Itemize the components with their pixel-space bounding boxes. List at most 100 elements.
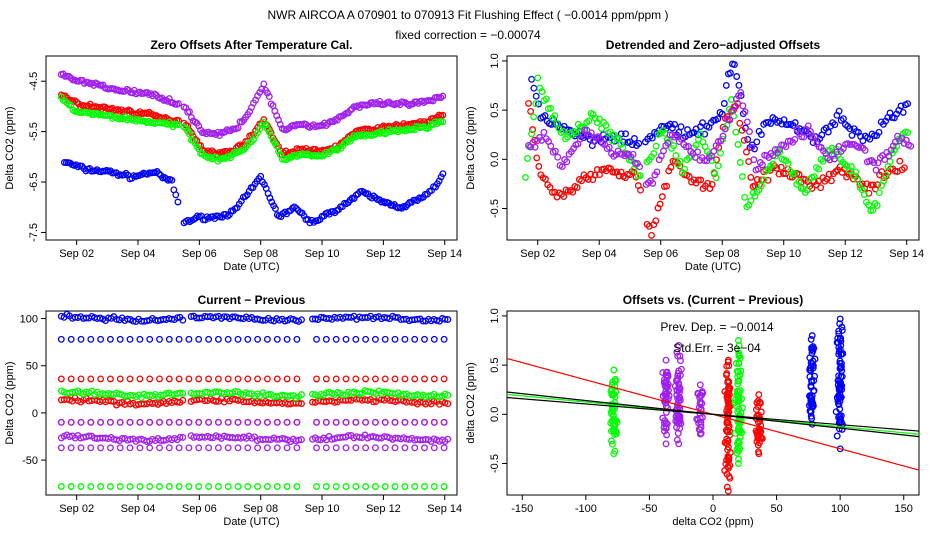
x-tick-label: Sep 12	[366, 248, 401, 260]
red-point	[136, 375, 144, 383]
purple-point	[265, 93, 273, 101]
blue-point	[714, 115, 722, 123]
blue-point	[352, 335, 360, 343]
cluster-point	[674, 352, 682, 360]
purple-point	[146, 418, 154, 426]
red-point	[667, 163, 675, 171]
red-point	[234, 375, 242, 383]
blue-point	[168, 176, 176, 184]
green-point	[244, 483, 252, 490]
green-point	[882, 171, 890, 179]
purple-point	[156, 444, 163, 452]
purple-point	[437, 94, 445, 102]
purple-point	[165, 418, 173, 426]
cluster-point	[810, 387, 818, 395]
cluster-point	[806, 373, 814, 381]
red-point	[535, 162, 543, 170]
blue-point	[233, 204, 241, 212]
purple-point	[77, 444, 85, 452]
blue-point	[87, 335, 95, 343]
blue-point	[648, 134, 656, 142]
purple-point	[730, 103, 738, 111]
green-point	[234, 483, 242, 490]
blue-point	[733, 73, 741, 80]
purple-point	[214, 418, 222, 426]
purple-point	[440, 444, 448, 452]
green-point	[784, 160, 792, 168]
blue-point	[541, 112, 549, 120]
red-point	[529, 126, 537, 134]
cluster-point	[735, 455, 742, 463]
purple-point	[77, 418, 85, 426]
purple-point	[605, 143, 613, 151]
blue-point	[268, 198, 276, 206]
purple-point	[581, 126, 589, 134]
purple-point	[234, 124, 242, 132]
green-point	[256, 125, 264, 133]
purple-point	[554, 153, 562, 161]
red-point	[865, 189, 873, 197]
blue-point	[675, 128, 683, 136]
green-point	[676, 157, 684, 165]
red-point	[273, 375, 281, 383]
cluster-point	[734, 337, 742, 344]
purple-point	[214, 444, 222, 452]
green-point	[741, 193, 749, 201]
red-point	[439, 111, 447, 119]
purple-point	[870, 159, 878, 166]
red-point	[156, 375, 163, 383]
blue-point	[179, 316, 187, 324]
purple-point	[143, 438, 151, 445]
green-point	[714, 162, 722, 170]
panel-title: Zero Offsets After Temperature Cal.	[150, 38, 352, 52]
purple-point	[701, 157, 708, 165]
cluster-point	[834, 377, 842, 385]
annotation: Std.Err. = 3e−04	[673, 341, 761, 355]
blue-point	[757, 131, 765, 139]
purple-point	[430, 418, 438, 426]
purple-point	[746, 128, 753, 136]
red-point	[652, 217, 660, 225]
red-point	[152, 112, 160, 120]
y-tick-label: 0.0	[489, 152, 501, 167]
cluster-point	[734, 373, 742, 381]
blue-point	[699, 119, 706, 127]
purple-point	[175, 418, 183, 426]
y-tick-label: -50	[22, 455, 38, 467]
cluster-point	[724, 377, 732, 385]
blue-point	[731, 61, 738, 69]
blue-point	[143, 317, 151, 325]
blue-point	[283, 335, 291, 343]
red-point	[740, 136, 748, 144]
purple-point	[362, 418, 370, 426]
x-tick-label: Sep 14	[889, 248, 924, 260]
purple-point	[587, 129, 595, 137]
x-tick-label: Sep 02	[59, 248, 94, 260]
purple-point	[332, 444, 340, 452]
purple-point	[136, 444, 144, 452]
figure-title: NWR AIRCOA A 070901 to 070913 Fit Flushi…	[268, 8, 669, 22]
blue-point	[630, 135, 638, 142]
blue-point	[292, 204, 300, 212]
blue-point	[266, 194, 274, 202]
red-point	[179, 396, 187, 404]
cluster-point	[610, 450, 618, 458]
panel-title: Current − Previous	[198, 293, 306, 307]
green-point	[430, 483, 438, 490]
blue-point	[530, 84, 538, 92]
red-point	[444, 400, 452, 408]
blue-point	[870, 132, 878, 140]
red-point	[332, 375, 340, 383]
purple-point	[547, 142, 555, 150]
green-point	[191, 139, 199, 147]
cluster-point	[757, 422, 765, 429]
purple-point	[885, 152, 893, 160]
y-tick-label: 1.0	[489, 308, 501, 323]
cluster-point	[838, 326, 846, 334]
cluster-point	[837, 350, 845, 358]
purple-point	[57, 418, 65, 426]
purple-point	[332, 418, 340, 426]
red-point	[263, 375, 271, 383]
red-point	[254, 375, 262, 383]
red-point	[106, 375, 114, 383]
